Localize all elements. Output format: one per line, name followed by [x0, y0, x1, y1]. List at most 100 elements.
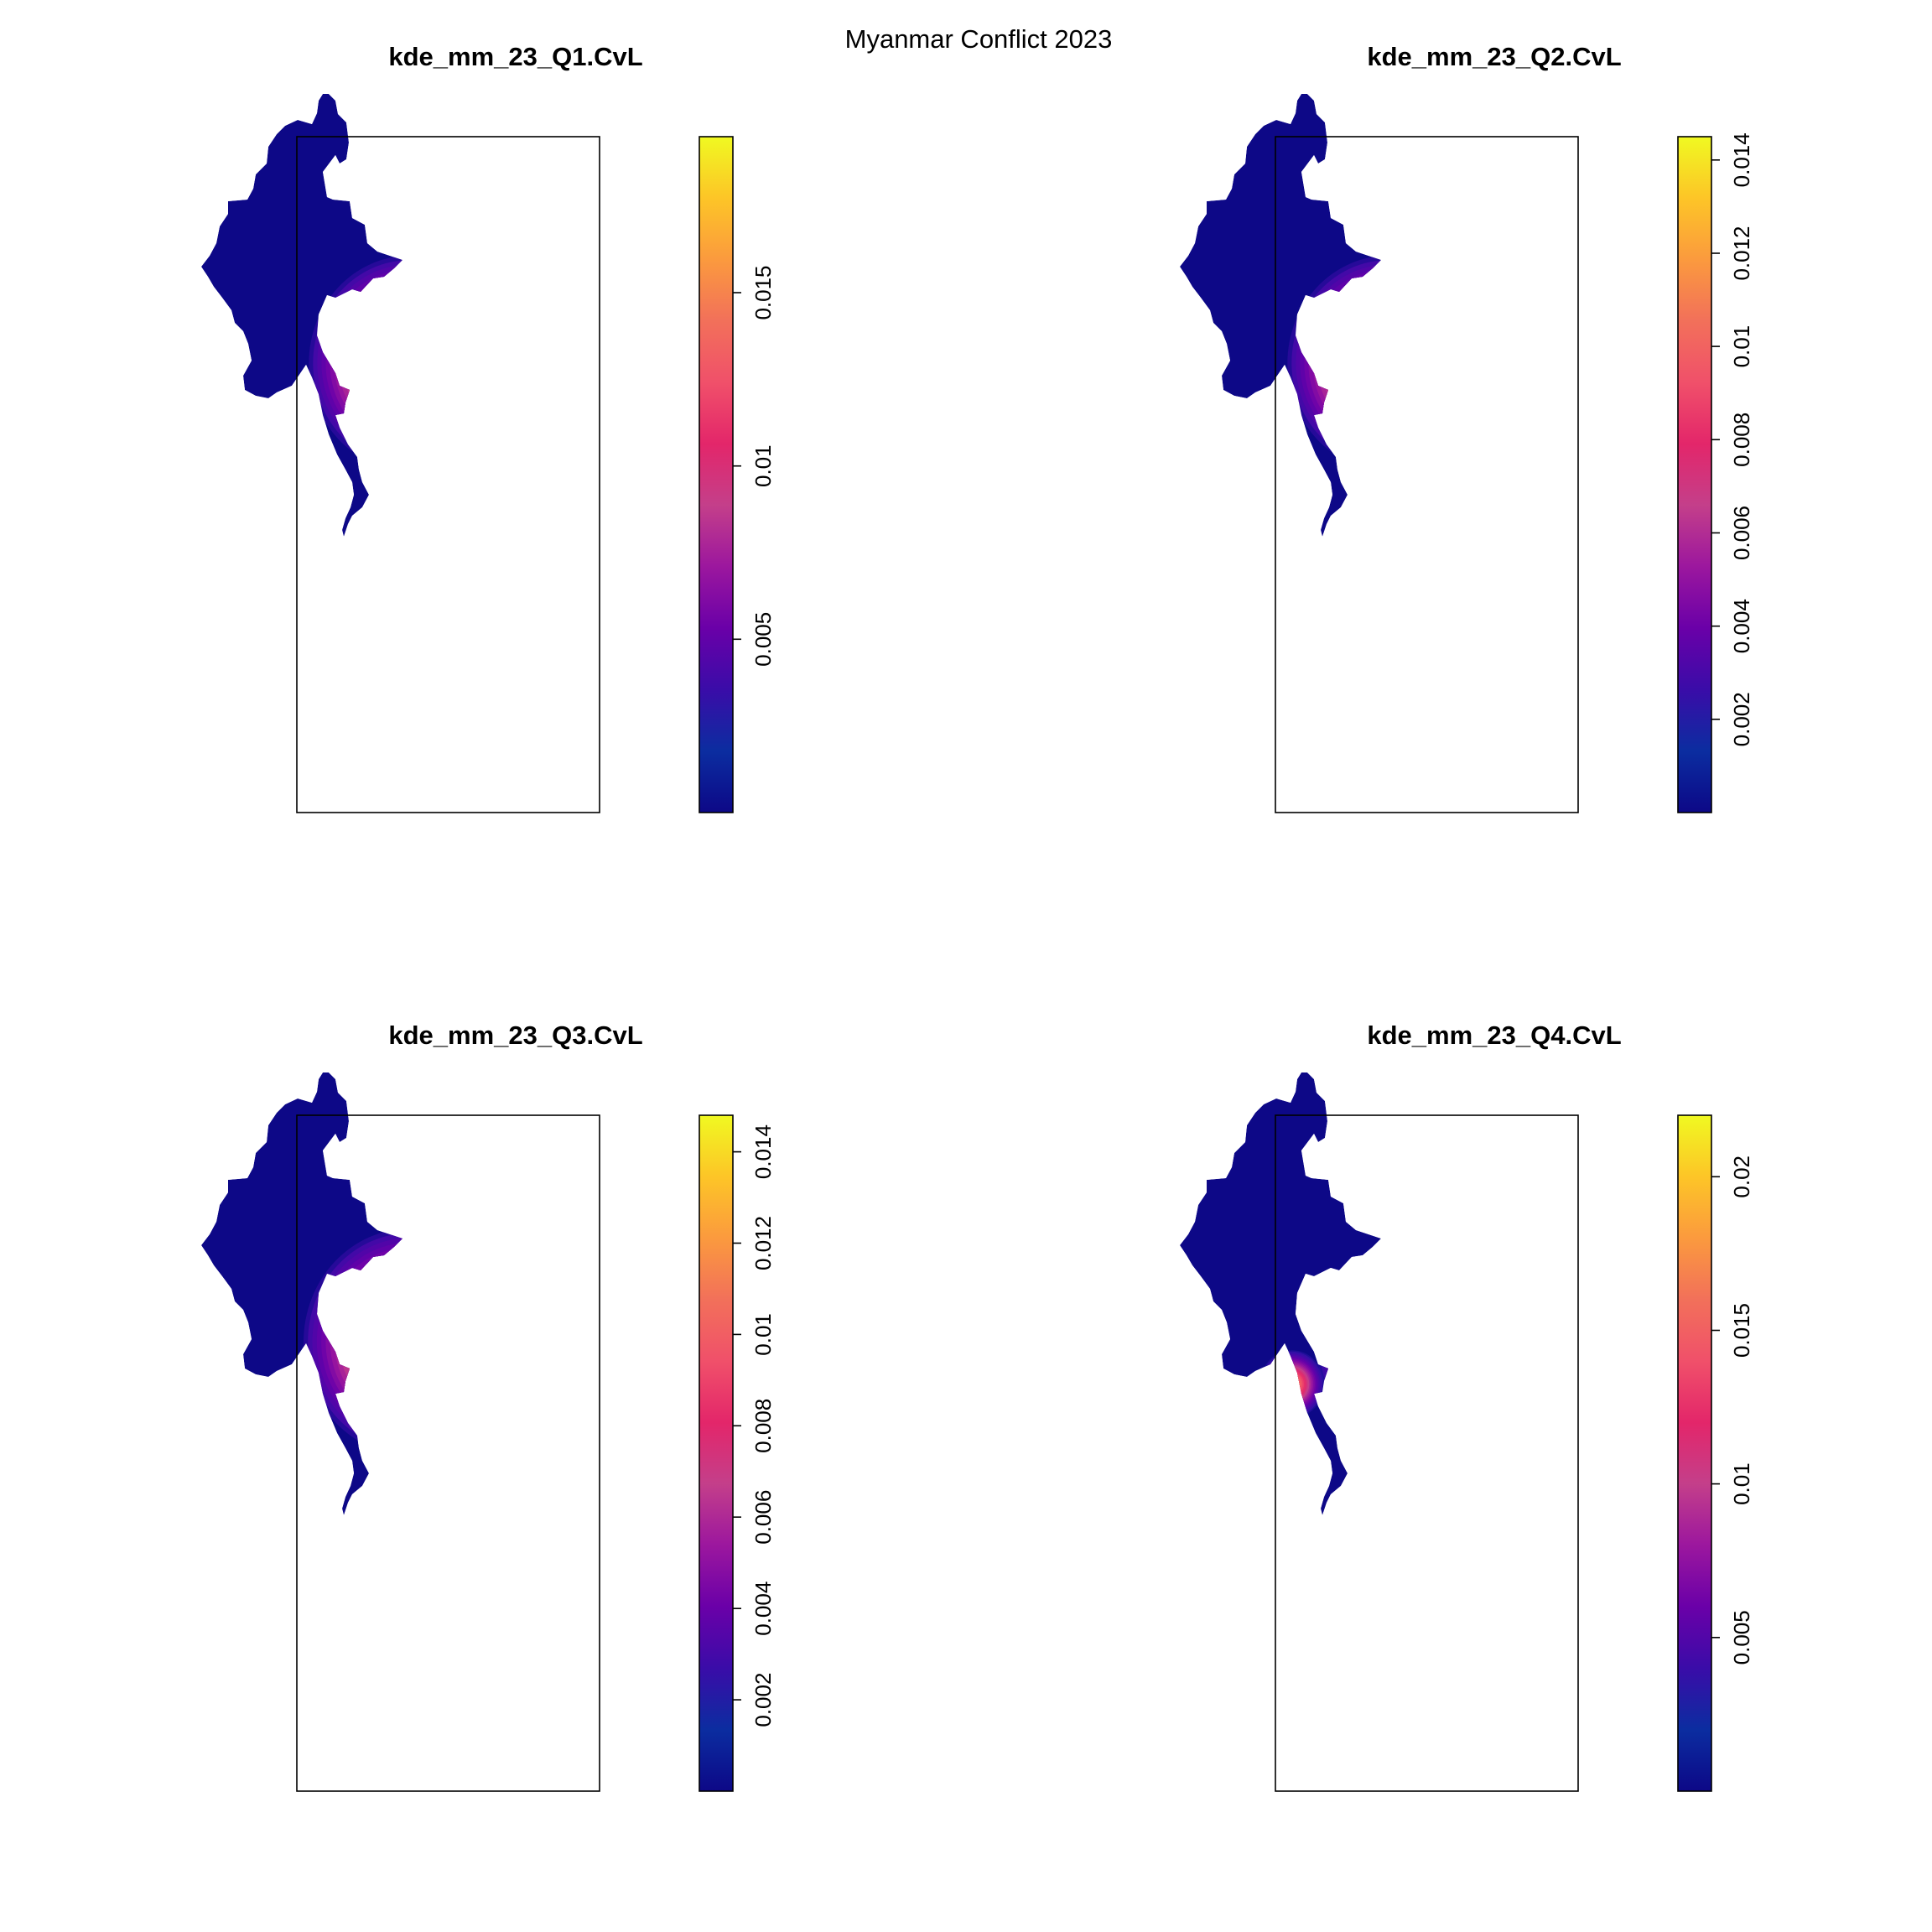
- hotspot-2-ring: [445, 549, 541, 652]
- hotspot-2-ring: [433, 1486, 553, 1615]
- hotspot-2-ring: [467, 1523, 519, 1578]
- hotspot-2-ring: [1411, 1242, 1499, 1335]
- hotspot-3-ring: [1286, 1378, 1298, 1390]
- hotspot-2-ring: [464, 569, 522, 631]
- hotspot-2-ring: [1431, 570, 1500, 644]
- panel-title-q2: kde_mm_23_Q2.CvL: [1367, 42, 1621, 71]
- hotspot-2-ring: [1429, 1261, 1481, 1317]
- hotspot-2-ring: [1441, 582, 1489, 633]
- hotspot-2-ring: [1444, 584, 1487, 630]
- hotspot-3-ring: [1285, 1377, 1299, 1392]
- hotspot-4-ring: [1420, 1496, 1490, 1570]
- hotspot-4-ring: [1400, 1474, 1510, 1591]
- hotspot-1-ring: [1379, 354, 1381, 372]
- hotspot-1-ring: [346, 295, 402, 431]
- hotspot-1-ring: [374, 1304, 402, 1380]
- hotspot-1-ring: [392, 345, 402, 382]
- hotspot-2-ring: [486, 592, 501, 609]
- hotspot-2-ring: [1428, 568, 1503, 647]
- hotspot-4-ring: [1389, 1462, 1521, 1603]
- hotspot-1-ring: [321, 1247, 402, 1436]
- density-raster: [1180, 94, 1513, 658]
- hotspot-2-ring: [473, 1529, 513, 1571]
- colorbar: [1677, 136, 1712, 813]
- country-base: [201, 94, 402, 537]
- hotspot-1-ring: [392, 1322, 402, 1361]
- hotspot-2-ring: [440, 543, 547, 657]
- colorbar-tick-label: 0.008: [750, 1399, 776, 1453]
- hotspot-1-ring: [1312, 282, 1381, 444]
- hotspot-1-ring: [1349, 1322, 1381, 1390]
- hotspot-1-ring: [334, 282, 402, 444]
- hotspot-1-ring: [366, 1294, 402, 1389]
- hotspot-3-ring: [1284, 1375, 1301, 1393]
- legend-q2: 0.002 0.004 0.006 0.008 0.01 0.012 0.014: [1677, 132, 1754, 813]
- hotspot-1-ring: [1358, 331, 1381, 395]
- hotspot-3-ring: [1288, 1379, 1296, 1389]
- colorbar-tick-label: 0.01: [750, 1313, 776, 1356]
- hotspot-4-ring: [1386, 1459, 1524, 1607]
- hotspot-2-ring: [427, 1480, 559, 1621]
- hotspot-4-ring: [1392, 1465, 1519, 1600]
- hotspot-1-ring: [1320, 1291, 1381, 1421]
- hotspot-2-ring: [1449, 1282, 1461, 1295]
- colorbar-tick-label: 0.006: [1729, 506, 1754, 560]
- hotspot-2-ring: [432, 535, 554, 665]
- hotspot-2-ring: [472, 578, 515, 623]
- hotspot-4-ring: [1443, 1520, 1467, 1545]
- hotspot-2-ring: [459, 1514, 528, 1587]
- panel-q2: kde_mm_23_Q2.CvL 0.0020.0040.0060.0080.0…: [1180, 42, 1754, 813]
- hotspot-1-ring: [370, 1299, 402, 1384]
- hotspot-1-ring: [1329, 300, 1381, 426]
- hotspot-1-ring: [367, 318, 402, 408]
- hotspot-1-ring: [1326, 1296, 1381, 1415]
- hotspot-1-ring: [304, 1228, 402, 1456]
- colorbar-tick-label: 0.005: [1729, 1610, 1754, 1665]
- hotspot-2-ring: [482, 589, 503, 611]
- hotspot-1-ring: [312, 1238, 402, 1446]
- figure-title: Myanmar Conflict 2023: [845, 24, 1113, 54]
- hotspot-2-ring: [1423, 1254, 1487, 1322]
- panel-q3: kde_mm_23_Q3.CvL 0.0020.0040.0060.0080.0…: [201, 1021, 776, 1792]
- hotspot-1-ring: [1367, 340, 1381, 386]
- hotspot-2-ring: [487, 1545, 499, 1557]
- hotspot-4-ring: [1435, 1511, 1475, 1554]
- hotspot-1-ring: [1350, 323, 1381, 404]
- hotspot-1-ring: [1287, 255, 1381, 471]
- hotspot-2-ring: [1417, 556, 1513, 658]
- hotspot-4-ring: [1403, 1478, 1507, 1588]
- hotspot-4-ring: [1429, 1505, 1481, 1561]
- hotspot-2-ring: [454, 558, 533, 642]
- hotspot-1-ring: [1328, 1299, 1381, 1413]
- hotspot-2-ring: [1451, 1285, 1459, 1293]
- hotspot-1-ring: [401, 1332, 402, 1352]
- hotspot-3-ring: [1282, 1374, 1301, 1394]
- hotspot-2-ring: [470, 1526, 517, 1576]
- hotspot-1-ring: [1308, 278, 1381, 449]
- hotspot-1-ring: [325, 1252, 402, 1432]
- hotspot-2-ring: [1441, 1274, 1469, 1303]
- hotspot-1-ring: [351, 300, 402, 426]
- hotspot-2-ring: [1457, 599, 1473, 615]
- hotspot-2-ring: [491, 1547, 496, 1553]
- hotspot-4-ring: [1432, 1509, 1478, 1558]
- hotspot-2-ring: [429, 532, 557, 668]
- hotspot-2-ring: [1421, 1253, 1489, 1325]
- hotspot-3-ring: [1289, 1381, 1295, 1388]
- colorbar: [699, 1114, 734, 1792]
- hotspot-2-ring: [1460, 601, 1471, 613]
- colorbar-tick-label: 0.01: [750, 444, 776, 487]
- hotspot-1-ring: [1339, 1311, 1381, 1401]
- hotspot-2-ring: [1433, 574, 1497, 641]
- hotspot-1-ring: [330, 278, 402, 449]
- hotspot-2-ring: [461, 1517, 525, 1584]
- hotspot-1-ring: [1331, 1301, 1381, 1410]
- hotspot-4-ring: [1418, 1493, 1493, 1572]
- hotspot-2-ring: [455, 1511, 530, 1591]
- hotspot-1-ring: [352, 1280, 402, 1404]
- hotspot-1-ring: [313, 260, 402, 467]
- hotspot-2-ring: [1435, 1268, 1475, 1311]
- country-base: [1180, 94, 1381, 537]
- hotspot-1-ring: [1325, 295, 1381, 431]
